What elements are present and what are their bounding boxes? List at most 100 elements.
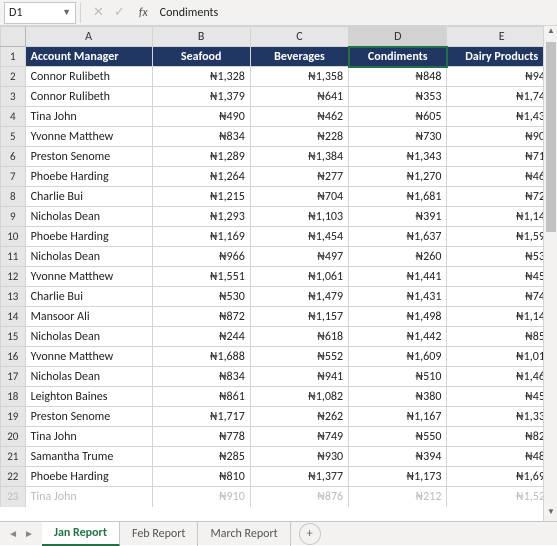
cell-value[interactable]: ₦1,717 [152,407,250,427]
cell-value[interactable]: ₦1,270 [349,167,447,187]
cell-value[interactable]: ₦1,358 [250,67,348,87]
sheet-tab[interactable]: March Report [198,522,290,546]
cell-value[interactable]: ₦704 [250,187,348,207]
cell-value[interactable]: ₦930 [250,447,348,467]
cell-account-manager[interactable]: Phoebe Harding [25,167,152,187]
table-header-cell[interactable]: Account Manager [25,47,152,67]
cell-value[interactable]: ₦1,157 [250,307,348,327]
cell-value[interactable]: ₦532 [447,247,557,267]
cell-value[interactable]: ₦730 [349,127,447,147]
tab-next-icon[interactable]: ► [24,527,34,540]
cell-value[interactable]: ₦1,328 [152,67,250,87]
cell-value[interactable]: ₦941 [250,367,348,387]
cell-value[interactable]: ₦1,681 [349,187,447,207]
cell-value[interactable]: ₦490 [152,107,250,127]
cell-value[interactable]: ₦1,173 [349,467,447,487]
row-header[interactable]: 6 [1,147,26,167]
col-header-A[interactable]: A [25,27,152,47]
cell-value[interactable]: ₦1,688 [152,347,250,367]
cell-account-manager[interactable]: Tina John [25,487,152,507]
cell-account-manager[interactable]: Nicholas Dean [25,327,152,347]
row-header[interactable]: 23 [1,487,26,507]
cell-value[interactable]: ₦1,103 [250,207,348,227]
cell-value[interactable]: ₦810 [152,467,250,487]
cell-value[interactable]: ₦1,609 [349,347,447,367]
row-header[interactable]: 21 [1,447,26,467]
cell-value[interactable]: ₦1,431 [349,287,447,307]
row-header[interactable]: 18 [1,387,26,407]
cell-value[interactable]: ₦941 [447,67,557,87]
cell-value[interactable]: ₦487 [447,447,557,467]
cell-value[interactable]: ₦1,377 [250,467,348,487]
row-header[interactable]: 7 [1,167,26,187]
cell-value[interactable]: ₦1,215 [152,187,250,207]
cell-value[interactable]: ₦726 [447,187,557,207]
cell-account-manager[interactable]: Nicholas Dean [25,207,152,227]
cell-account-manager[interactable]: Leighton Baines [25,387,152,407]
cell-value[interactable]: ₦1,013 [447,347,557,367]
cell-value[interactable]: ₦834 [152,367,250,387]
cell-value[interactable]: ₦749 [250,427,348,447]
cell-value[interactable]: ₦497 [250,247,348,267]
cell-value[interactable]: ₦1,293 [152,207,250,227]
row-header[interactable]: 4 [1,107,26,127]
cell-value[interactable]: ₦859 [447,327,557,347]
cell-value[interactable]: ₦1,289 [152,147,250,167]
cell-value[interactable]: ₦1,551 [152,267,250,287]
cell-value[interactable]: ₦641 [250,87,348,107]
cell-value[interactable]: ₦285 [152,447,250,467]
cell-value[interactable]: ₦228 [250,127,348,147]
cell-value[interactable]: ₦464 [447,167,557,187]
table-header-cell[interactable]: Condiments [349,47,447,67]
sheet-tab[interactable]: Jan Report [42,522,120,546]
cell-value[interactable]: ₦834 [152,127,250,147]
cell-value[interactable]: ₦861 [152,387,250,407]
cell-account-manager[interactable]: Preston Senome [25,407,152,427]
cell-value[interactable]: ₦1,479 [250,287,348,307]
cell-value[interactable]: ₦1,466 [447,367,557,387]
name-box[interactable]: D1 ▼ [4,2,76,24]
cell-account-manager[interactable]: Yvonne Matthew [25,267,152,287]
vertical-scrollbar[interactable]: ▲ ▼ [543,26,557,521]
scroll-down-icon[interactable]: ▼ [544,507,557,521]
cell-account-manager[interactable]: Charlie Bui [25,287,152,307]
cell-account-manager[interactable]: Preston Senome [25,147,152,167]
cell-value[interactable]: ₦1,498 [349,307,447,327]
cell-account-manager[interactable]: Samantha Trume [25,447,152,467]
cell-value[interactable]: ₦244 [152,327,250,347]
cell-value[interactable]: ₦353 [349,87,447,107]
cell-value[interactable]: ₦394 [349,447,447,467]
cell-value[interactable]: ₦1,439 [447,107,557,127]
cell-value[interactable]: ₦1,454 [250,227,348,247]
row-header[interactable]: 19 [1,407,26,427]
cell-value[interactable]: ₦550 [349,427,447,447]
cell-value[interactable]: ₦1,740 [447,87,557,107]
cell-account-manager[interactable]: Charlie Bui [25,187,152,207]
cell-value[interactable]: ₦744 [447,287,557,307]
cell-value[interactable]: ₦1,442 [349,327,447,347]
tab-prev-icon[interactable]: ◄ [8,527,18,540]
col-header-E[interactable]: E [447,27,557,47]
cell-value[interactable]: ₦872 [152,307,250,327]
formula-bar-input[interactable]: Condiments [152,6,219,20]
scroll-thumb[interactable] [546,42,556,232]
cell-account-manager[interactable]: Connor Rulibeth [25,67,152,87]
add-sheet-button[interactable]: + [299,523,321,545]
cell-value[interactable]: ₦457 [447,387,557,407]
cell-value[interactable]: ₦1,379 [152,87,250,107]
cell-value[interactable]: ₦1,169 [152,227,250,247]
cell-value[interactable]: ₦778 [152,427,250,447]
cell-account-manager[interactable]: Yvonne Matthew [25,347,152,367]
cell-account-manager[interactable]: Mansoor Ali [25,307,152,327]
row-header[interactable]: 13 [1,287,26,307]
row-header[interactable]: 22 [1,467,26,487]
row-header[interactable]: 9 [1,207,26,227]
cell-value[interactable]: ₦462 [250,107,348,127]
cell-account-manager[interactable]: Yvonne Matthew [25,127,152,147]
cell-value[interactable]: ₦391 [349,207,447,227]
cell-value[interactable]: ₦906 [447,127,557,147]
row-header[interactable]: 15 [1,327,26,347]
row-header[interactable]: 1 [1,47,26,67]
cell-value[interactable]: ₦1,591 [447,227,557,247]
cell-value[interactable]: ₦1,697 [447,467,557,487]
